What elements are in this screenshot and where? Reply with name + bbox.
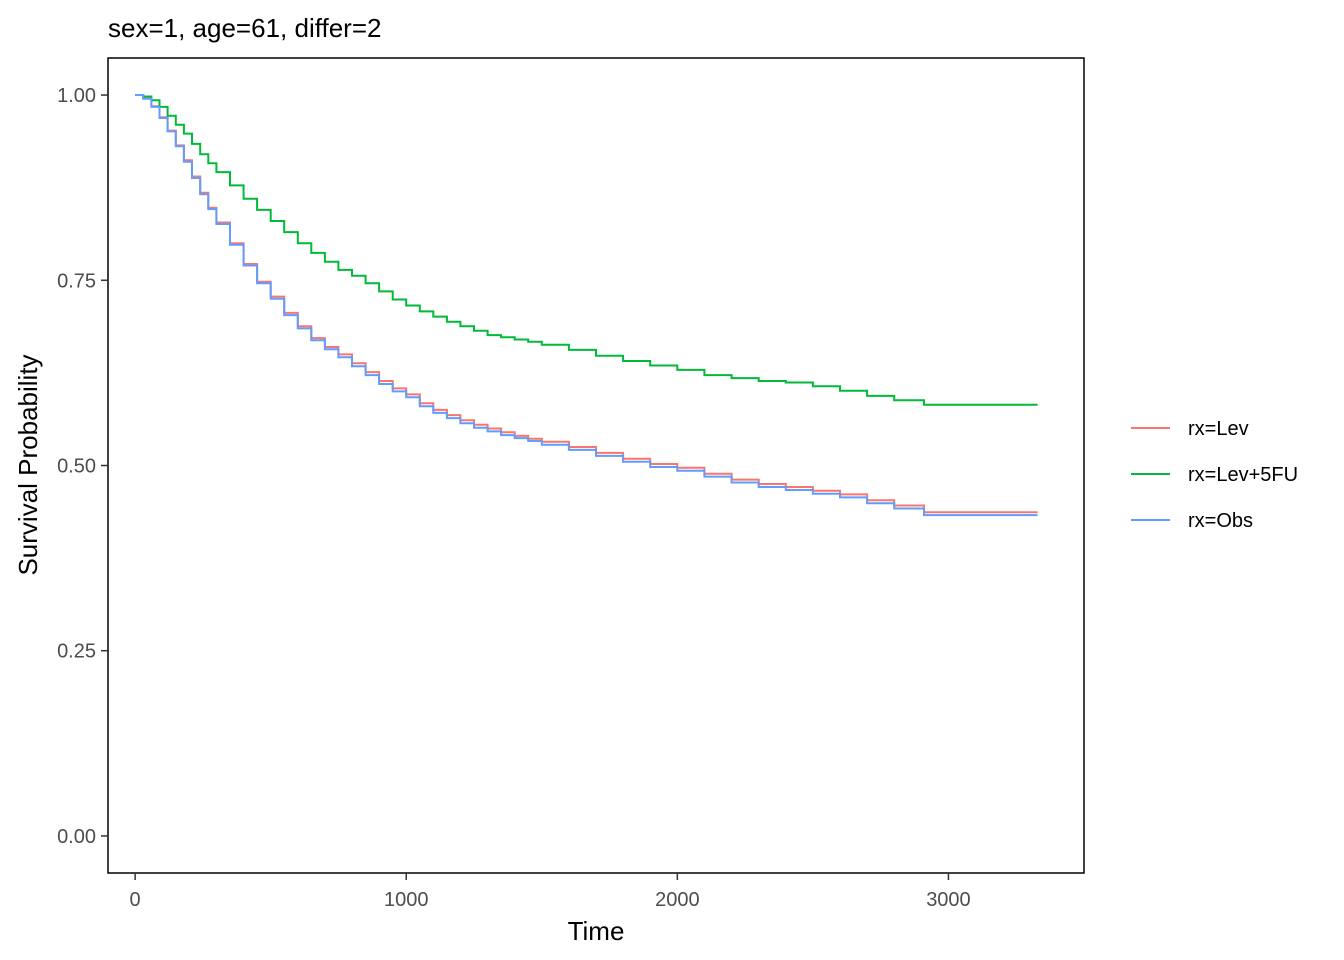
legend: rx=Lev rx=Lev+5FU rx=Obs — [1131, 418, 1298, 532]
legend-label-0: rx=Lev — [1188, 418, 1249, 440]
y-axis-ticks: 0.00 0.25 0.50 0.75 1.00 — [57, 85, 108, 848]
y-tick-label: 1.00 — [57, 85, 96, 107]
y-tick-label: 0.75 — [57, 270, 96, 292]
y-axis-title: Survival Probability — [13, 354, 43, 575]
x-tick-label: 2000 — [655, 889, 700, 911]
plot-panel — [107, 57, 1085, 874]
legend-label-2: rx=Obs — [1188, 510, 1253, 532]
legend-label-1: rx=Lev+5FU — [1188, 464, 1298, 486]
x-tick-label: 1000 — [384, 889, 429, 911]
series-lines — [135, 94, 1038, 517]
x-tick-label: 0 — [130, 889, 141, 911]
series-line-2 — [135, 94, 1038, 517]
y-tick-label: 0.25 — [57, 641, 96, 663]
y-tick-label: 0.50 — [57, 456, 96, 478]
x-axis-title: Time — [568, 916, 625, 946]
x-axis-ticks: 0 1000 2000 3000 — [130, 873, 971, 911]
y-tick-label: 0.00 — [57, 826, 96, 848]
series-line-1 — [135, 94, 1038, 406]
x-tick-label: 3000 — [926, 889, 971, 911]
chart-title: sex=1, age=61, differ=2 — [108, 13, 381, 43]
